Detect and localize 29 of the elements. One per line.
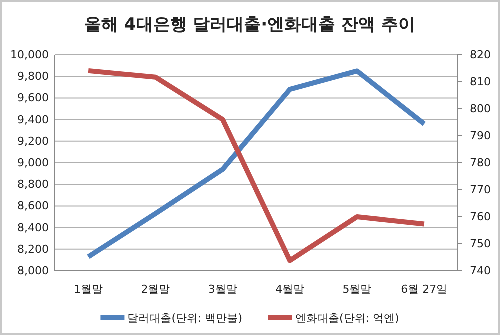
y-tick-label: 9,200 — [18, 134, 49, 148]
legend-label: 달러대출(단위: 백만불) — [128, 312, 242, 325]
y-tick-label: 10,000 — [10, 48, 49, 62]
y-tick-label: 9,600 — [18, 92, 49, 105]
y2-tick-label: 820 — [470, 48, 491, 62]
y-tick-label: 8,000 — [18, 264, 49, 278]
legend-label: 엔화대출(단위: 억엔) — [296, 312, 400, 325]
y2-tick-label: 750 — [470, 238, 491, 251]
y2-tick-label: 760 — [470, 210, 491, 224]
x-tick-label: 6월 27일 — [401, 282, 448, 296]
y2-tick-label: 790 — [470, 130, 491, 143]
y2-tick-label: 770 — [470, 184, 491, 197]
x-tick-label: 3월말 — [208, 282, 238, 296]
y2-tick-label: 810 — [470, 76, 491, 89]
x-tick-label: 2월말 — [141, 282, 170, 296]
y-tick-label: 9,800 — [18, 70, 49, 84]
x-tick-label: 4월말 — [276, 282, 305, 296]
x-tick-label: 5월말 — [342, 282, 372, 296]
y-tick-label: 9,400 — [18, 113, 49, 126]
y2-tick-label: 800 — [470, 102, 491, 116]
y-tick-label: 8,600 — [18, 200, 49, 213]
y-tick-label: 9,000 — [18, 156, 49, 170]
x-tick-label: 1월말 — [74, 282, 104, 296]
chart-title: 올해 4대은행 달러대출·엔화대출 잔액 추이 — [84, 15, 416, 35]
y2-tick-label: 740 — [470, 264, 491, 278]
y-tick-label: 8,800 — [18, 178, 49, 192]
y2-tick-label: 780 — [470, 156, 491, 170]
y-tick-label: 8,400 — [18, 221, 49, 234]
y-tick-label: 8,200 — [18, 242, 49, 256]
